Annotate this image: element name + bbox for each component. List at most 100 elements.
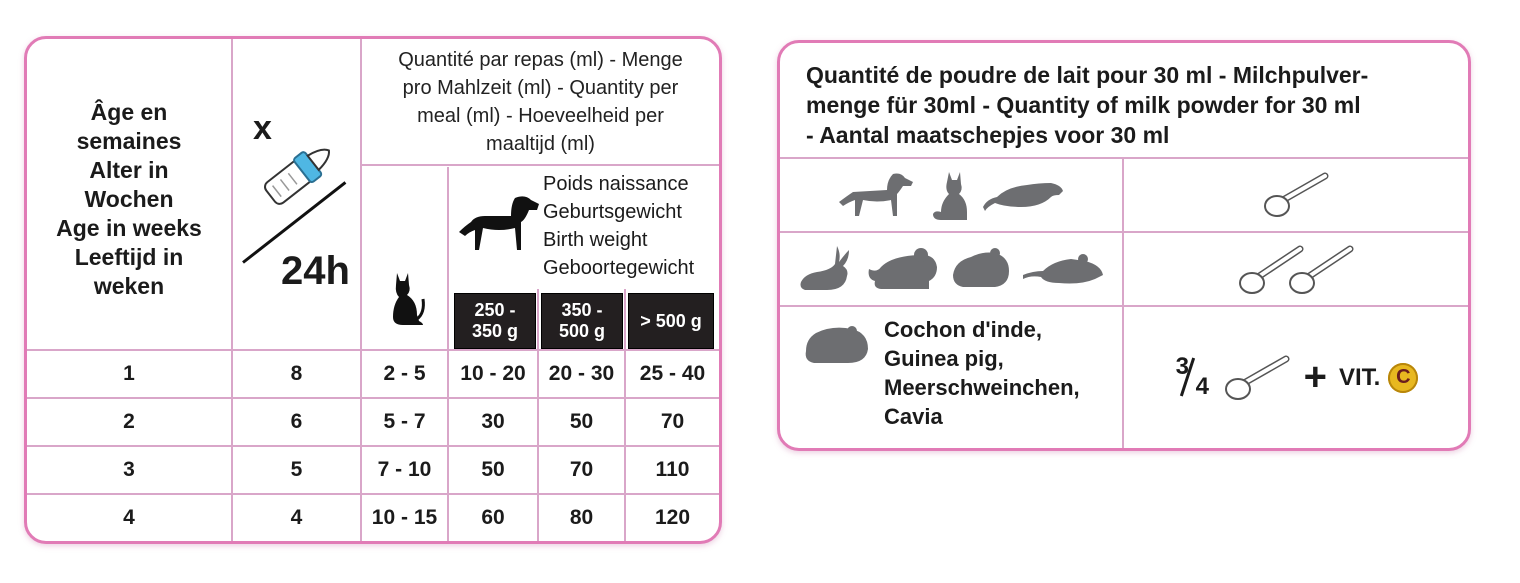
cat-icon <box>927 168 971 222</box>
feeding-table: Âge en semaines Alter in Wochen Age in w… <box>24 36 722 544</box>
divider <box>624 289 626 541</box>
age-header-line: Âge en <box>90 98 168 125</box>
birth-weight-label: Poids naissance Geburtsgewicht Birth wei… <box>543 170 719 286</box>
feedings-per-day-header: x 24h <box>233 39 359 347</box>
birth-weight-header: Poids naissance Geburtsgewicht Birth wei… <box>449 166 719 289</box>
birth-weight-line: Poids naissance <box>543 173 689 195</box>
animal-group-dog-cat-ferret <box>780 159 1122 231</box>
week-cell: 2 <box>123 410 135 433</box>
week-cell: 3 <box>123 458 135 481</box>
divider <box>231 39 233 541</box>
divider <box>780 231 1468 233</box>
divider <box>27 445 719 447</box>
cat-quantity-cell: 7 - 10 <box>377 458 432 481</box>
measuring-scoop-icon <box>1236 241 1306 297</box>
feedings-cell: 6 <box>290 410 303 433</box>
title-line: Quantité de poudre de lait pour 30 ml - … <box>806 62 1369 88</box>
scoop-count-two <box>1124 233 1468 305</box>
age-header-line: Wochen <box>84 185 174 212</box>
fraction: 3 4 <box>1174 353 1214 403</box>
age-header: Âge en semaines Alter in Wochen Age in w… <box>27 89 231 309</box>
week-cell: 4 <box>123 506 135 529</box>
animal-name-line: Cochon d'inde, <box>884 317 1042 342</box>
dog-small-quantity-cell: 30 <box>481 410 505 433</box>
dog-large-quantity-cell: 120 <box>654 506 691 529</box>
guinea-pig-names: Cochon d'inde, Guinea pig, Meerschweinch… <box>884 315 1120 441</box>
dog-icon <box>455 192 545 262</box>
weight-class-line: 350 g <box>471 321 519 341</box>
quantity-header-line: pro Mahlzeit (ml) - Quantity per <box>402 77 679 99</box>
age-header-line: semaines <box>76 127 182 154</box>
ferret-icon <box>981 173 1065 217</box>
weight-class-line: 350 - <box>561 300 603 320</box>
quantity-per-meal-header: Quantité par repas (ml) - Menge pro Mahl… <box>362 41 719 163</box>
period-label: 24h <box>281 249 350 293</box>
age-header-line: Alter in <box>89 156 169 183</box>
week-cell: 1 <box>123 362 135 385</box>
quantity-header-line: Quantité par repas (ml) - Menge <box>398 49 683 71</box>
feedings-cell: 5 <box>290 458 303 481</box>
measuring-scoop-icon <box>1222 353 1292 403</box>
age-header-line: weken <box>93 272 165 299</box>
hamster-icon <box>949 247 1013 291</box>
feedings-cell: 8 <box>290 362 303 385</box>
animal-group-rabbit-chinchilla-hamster-rat <box>780 233 1122 305</box>
dog-medium-quantity-cell: 20 - 30 <box>548 362 615 385</box>
title-line: - Aantal maatschepjes voor 30 ml <box>806 122 1170 148</box>
rat-icon <box>1021 249 1105 289</box>
age-header-line: Leeftijd in <box>74 243 184 270</box>
divider <box>27 349 719 351</box>
multiplier-label: x <box>253 109 272 147</box>
feedings-cell: 4 <box>290 506 303 529</box>
weight-class-250-350: 250 - 350 g <box>454 293 536 349</box>
age-header-line: Age in weeks <box>56 214 202 241</box>
baby-bottle-icon <box>243 131 343 221</box>
weight-class-line: 500 g <box>558 321 606 341</box>
divider <box>537 289 539 541</box>
dog-small-quantity-cell: 60 <box>481 506 505 529</box>
weight-class-line: > 500 g <box>640 310 702 331</box>
dog-medium-quantity-cell: 70 <box>569 458 594 481</box>
cat-quantity-cell: 10 - 15 <box>371 506 438 529</box>
vitamin-letter: C <box>1396 366 1411 388</box>
dog-icon <box>837 170 917 220</box>
animal-name-line: Guinea pig, <box>884 346 1004 371</box>
cat-quantity-cell: 2 - 5 <box>383 362 426 385</box>
divider <box>447 167 449 541</box>
cat-quantity-cell: 5 - 7 <box>383 410 426 433</box>
dog-small-quantity-cell: 50 <box>481 458 505 481</box>
divider <box>360 39 362 541</box>
vitamin-label: VIT. <box>1339 363 1381 391</box>
divider <box>780 305 1468 307</box>
vitamin-c-badge: C <box>1388 362 1419 393</box>
animal-name-line: Cavia <box>884 404 943 429</box>
dog-medium-quantity-cell: 80 <box>569 506 594 529</box>
dog-large-quantity-cell: 25 - 40 <box>639 362 706 385</box>
dog-small-quantity-cell: 10 - 20 <box>460 362 526 385</box>
scoop-count-one <box>1124 159 1468 231</box>
quantity-header-line: meal (ml) - Hoeveelheid per <box>417 105 664 127</box>
cat-icon <box>362 166 447 347</box>
powder-table-title: Quantité de poudre de lait pour 30 ml - … <box>806 59 1456 151</box>
guinea-pig-icon <box>802 323 872 367</box>
weight-class-500-plus: > 500 g <box>628 293 714 349</box>
measuring-scoop-icon <box>1286 241 1356 297</box>
animal-name-line: Meerschweinchen, <box>884 375 1080 400</box>
birth-weight-line: Geboortegewicht <box>543 257 695 279</box>
guinea-pig-dosage: 3 4 + VIT. C <box>1124 307 1468 448</box>
dog-large-quantity-cell: 110 <box>655 458 690 481</box>
rabbit-icon <box>797 244 855 294</box>
weight-class-line: 250 - <box>474 300 516 320</box>
dog-medium-quantity-cell: 50 <box>569 410 594 433</box>
fraction-numerator: 3 <box>1175 352 1189 380</box>
quantity-header-line: maaltijd (ml) <box>486 133 595 155</box>
divider <box>27 397 719 399</box>
birth-weight-line: Geburtsgewicht <box>543 201 682 223</box>
fraction-denominator: 4 <box>1195 372 1209 400</box>
milk-powder-table: Quantité de poudre de lait pour 30 ml - … <box>777 40 1471 451</box>
title-line: menge für 30ml - Quantity of milk powder… <box>806 92 1361 118</box>
divider <box>1122 157 1124 448</box>
weight-class-350-500: 350 - 500 g <box>541 293 623 349</box>
dog-large-quantity-cell: 70 <box>660 410 685 433</box>
chinchilla-icon <box>863 245 941 293</box>
